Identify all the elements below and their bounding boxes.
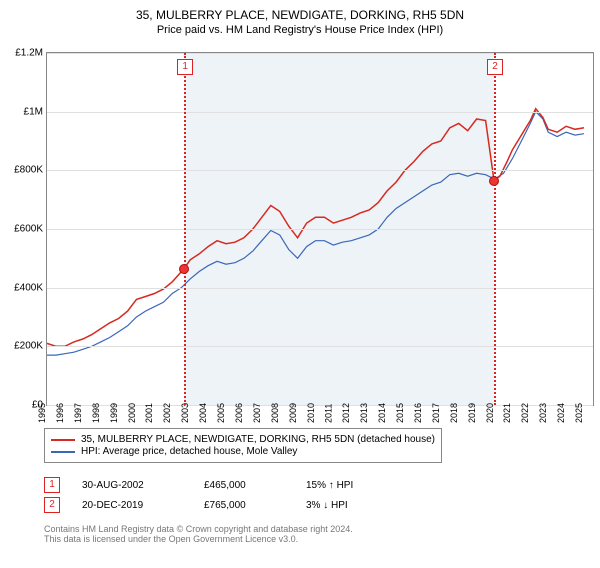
annotation-table: 1 30-AUG-2002 £465,000 15% ↑ HPI 2 20-DEC-201… (44, 473, 353, 517)
x-tick-label: 1998 (91, 403, 101, 423)
legend-label-hpi: HPI: Average price, detached house, Mole… (81, 446, 297, 457)
x-tick-label: 2003 (180, 403, 190, 423)
legend-swatch-price (51, 439, 75, 441)
event-marker-box: 1 (177, 59, 193, 75)
x-tick-label: 1996 (55, 403, 65, 423)
x-tick-label: 2023 (538, 403, 548, 423)
legend-swatch-hpi (51, 451, 75, 453)
y-tick-label: £1.2M (15, 48, 47, 59)
x-tick-label: 2018 (449, 403, 459, 423)
x-tick-label: 2019 (467, 403, 477, 423)
x-tick-label: 2025 (574, 403, 584, 423)
x-tick-label: 2022 (520, 403, 530, 423)
annotation-price: £465,000 (204, 480, 284, 491)
footer-line-2: This data is licensed under the Open Gov… (44, 534, 353, 544)
event-point-marker (179, 264, 189, 274)
legend-row-hpi: HPI: Average price, detached house, Mole… (51, 446, 435, 457)
x-tick-label: 1999 (109, 403, 119, 423)
chart-title: 35, MULBERRY PLACE, NEWDIGATE, DORKING, … (0, 8, 600, 22)
gridline (47, 112, 593, 113)
event-line (184, 53, 186, 405)
x-tick-label: 2017 (431, 403, 441, 423)
annotation-delta: 15% ↑ HPI (306, 480, 353, 491)
x-tick-label: 2001 (144, 403, 154, 423)
x-tick-label: 2010 (306, 403, 316, 423)
x-tick-label: 2008 (270, 403, 280, 423)
x-tick-label: 2004 (198, 403, 208, 423)
event-point-marker (489, 176, 499, 186)
x-tick-label: 2012 (341, 403, 351, 423)
x-tick-label: 2024 (556, 403, 566, 423)
x-tick-label: 2009 (288, 403, 298, 423)
footer-line-1: Contains HM Land Registry data © Crown c… (44, 524, 353, 534)
annotation-price: £765,000 (204, 500, 284, 511)
x-tick-label: 2006 (234, 403, 244, 423)
chart-footer: Contains HM Land Registry data © Crown c… (44, 524, 353, 544)
x-tick-label: 2021 (502, 403, 512, 423)
legend-row-price: 35, MULBERRY PLACE, NEWDIGATE, DORKING, … (51, 434, 435, 445)
annotation-index-box: 2 (44, 497, 60, 513)
chart-plot-area: £0£200K£400K£600K£800K£1M£1.2M1995199619… (46, 52, 594, 406)
annotation-row: 1 30-AUG-2002 £465,000 15% ↑ HPI (44, 477, 353, 493)
x-tick-label: 2007 (252, 403, 262, 423)
x-tick-label: 2002 (162, 403, 172, 423)
x-tick-label: 1995 (37, 403, 47, 423)
annotation-index-box: 1 (44, 477, 60, 493)
y-tick-label: £600K (14, 224, 47, 235)
y-tick-label: £1M (24, 106, 47, 117)
event-marker-box: 2 (487, 59, 503, 75)
gridline (47, 288, 593, 289)
annotation-date: 20-DEC-2019 (82, 500, 182, 511)
x-tick-label: 2011 (324, 404, 334, 423)
event-line (494, 53, 496, 405)
gridline (47, 53, 593, 54)
x-tick-label: 2020 (485, 403, 495, 423)
x-tick-label: 1997 (73, 403, 83, 423)
x-tick-label: 2000 (126, 403, 136, 423)
legend-label-price: 35, MULBERRY PLACE, NEWDIGATE, DORKING, … (81, 434, 435, 445)
y-tick-label: £800K (14, 165, 47, 176)
chart-subtitle: Price paid vs. HM Land Registry's House … (0, 24, 600, 36)
y-tick-label: £200K (14, 341, 47, 352)
x-tick-label: 2014 (377, 403, 387, 423)
gridline (47, 346, 593, 347)
annotation-delta: 3% ↓ HPI (306, 500, 348, 511)
x-tick-label: 2013 (359, 403, 369, 423)
gridline (47, 170, 593, 171)
annotation-row: 2 20-DEC-2019 £765,000 3% ↓ HPI (44, 497, 353, 513)
gridline (47, 229, 593, 230)
x-tick-label: 2016 (413, 403, 423, 423)
x-tick-label: 2005 (216, 403, 226, 423)
chart-legend: 35, MULBERRY PLACE, NEWDIGATE, DORKING, … (44, 428, 442, 463)
y-tick-label: £400K (14, 282, 47, 293)
annotation-date: 30-AUG-2002 (82, 480, 182, 491)
x-tick-label: 2015 (395, 403, 405, 423)
